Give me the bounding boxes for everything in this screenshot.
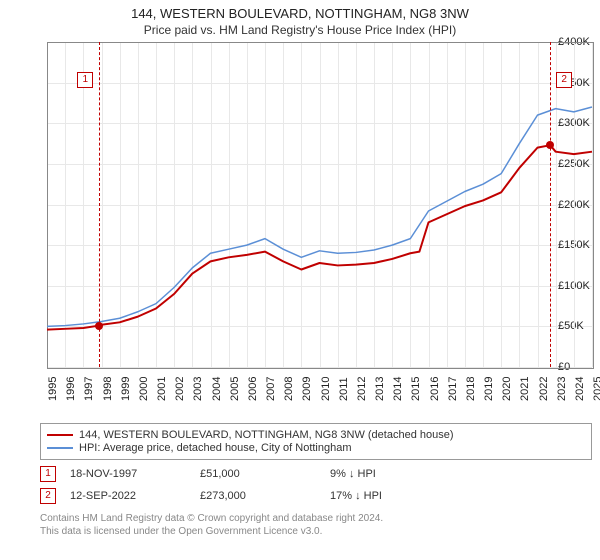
legend: 144, WESTERN BOULEVARD, NOTTINGHAM, NG8 … — [40, 423, 592, 460]
title-main: 144, WESTERN BOULEVARD, NOTTINGHAM, NG8 … — [0, 6, 600, 21]
legend-item: 144, WESTERN BOULEVARD, NOTTINGHAM, NG8 … — [47, 429, 585, 441]
sale-date: 18-NOV-1997 — [70, 468, 200, 480]
sale-pct: 9% ↓ HPI — [330, 468, 460, 480]
series-svg — [2, 37, 598, 417]
sale-row: 2 12-SEP-2022 £273,000 17% ↓ HPI — [40, 488, 592, 504]
sale-date: 12-SEP-2022 — [70, 490, 200, 502]
sale-row: 1 18-NOV-1997 £51,000 9% ↓ HPI — [40, 466, 592, 482]
footer: Contains HM Land Registry data © Crown c… — [40, 512, 592, 538]
legend-label: 144, WESTERN BOULEVARD, NOTTINGHAM, NG8 … — [79, 429, 454, 441]
sale-pct: 17% ↓ HPI — [330, 490, 460, 502]
legend-swatch — [47, 447, 73, 449]
legend-label: HPI: Average price, detached house, City… — [79, 442, 352, 454]
series-price_paid — [47, 145, 592, 329]
chart-container: 144, WESTERN BOULEVARD, NOTTINGHAM, NG8 … — [0, 0, 600, 538]
marker-vline — [99, 42, 100, 367]
legend-item: HPI: Average price, detached house, City… — [47, 442, 585, 454]
marker-box: 2 — [556, 72, 572, 88]
marker-dot — [546, 141, 554, 149]
legend-swatch — [47, 434, 73, 436]
sale-marker: 2 — [40, 488, 56, 504]
chart-area: £0£50K£100K£150K£200K£250K£300K£350K£400… — [2, 37, 598, 417]
marker-dot — [95, 322, 103, 330]
series-hpi — [47, 107, 592, 326]
titles: 144, WESTERN BOULEVARD, NOTTINGHAM, NG8 … — [0, 0, 600, 37]
title-sub: Price paid vs. HM Land Registry's House … — [0, 23, 600, 37]
marker-box: 1 — [77, 72, 93, 88]
footer-line: Contains HM Land Registry data © Crown c… — [40, 512, 592, 525]
footer-line: This data is licensed under the Open Gov… — [40, 525, 592, 538]
sale-marker: 1 — [40, 466, 56, 482]
marker-vline — [550, 42, 551, 367]
sale-price: £273,000 — [200, 490, 330, 502]
sale-price: £51,000 — [200, 468, 330, 480]
